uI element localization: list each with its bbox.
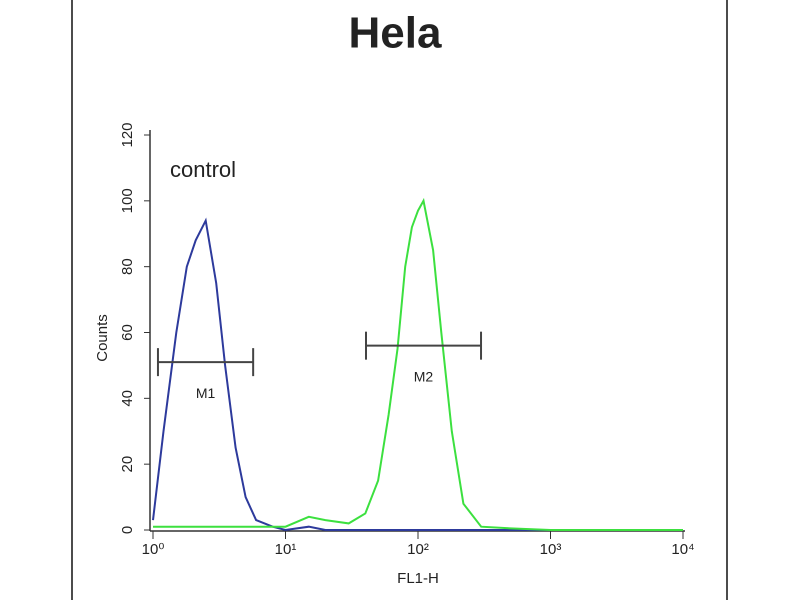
y-axis-label: Counts <box>94 314 111 362</box>
y-tick-label: 120 <box>119 122 136 147</box>
marker-label: M2 <box>414 368 434 384</box>
y-tick-label: 80 <box>119 258 136 275</box>
annotation: control <box>170 157 236 182</box>
y-tick-label: 20 <box>119 456 136 473</box>
y-tick-label: 100 <box>119 188 136 213</box>
y-tick-label: 40 <box>119 390 136 407</box>
y-tick-label: 0 <box>119 526 136 534</box>
x-tick-label: 10⁰ <box>142 541 165 558</box>
x-tick-label: 10¹ <box>275 541 297 558</box>
x-tick-label: 10² <box>407 541 429 558</box>
x-axis-label: FL1-H <box>397 570 439 587</box>
x-tick-label: 10³ <box>540 541 562 558</box>
marker-label: M1 <box>196 385 216 401</box>
series-line <box>153 197 683 531</box>
y-tick-label: 60 <box>119 324 136 341</box>
x-tick-label: 10⁴ <box>671 541 694 558</box>
chart-title: Hela <box>349 9 442 58</box>
series-line <box>152 217 683 532</box>
frame <box>71 0 728 600</box>
